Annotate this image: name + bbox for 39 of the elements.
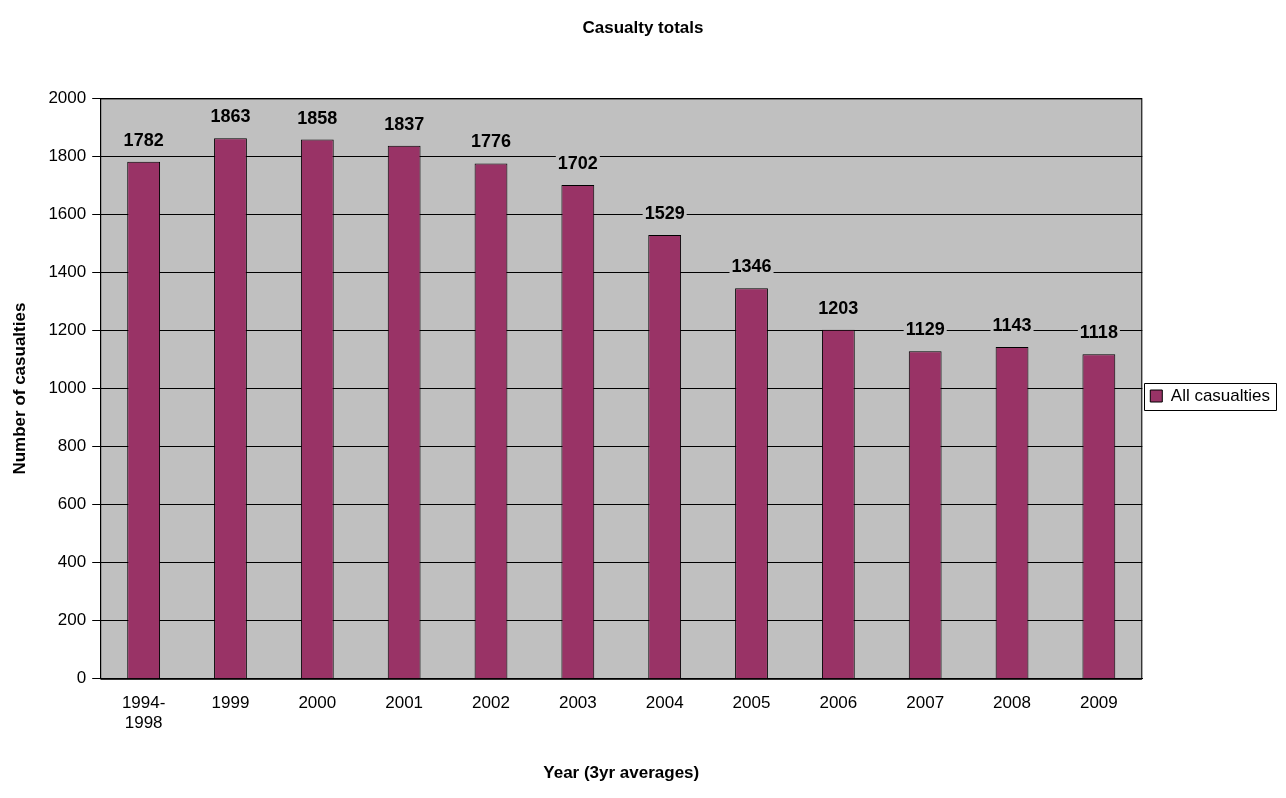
data-label: 1702 [557, 152, 598, 173]
y-axis-title: Number of casualties [9, 302, 29, 475]
legend-label: All casualties [1170, 385, 1271, 405]
x-tick-label: 2000 [298, 692, 337, 712]
data-label: 1837 [384, 113, 425, 134]
x-tick-label: 2001 [385, 692, 424, 712]
y-tick-label: 1000 [48, 378, 87, 398]
chart-title: Casualty totals [582, 17, 704, 37]
data-label: 1858 [297, 107, 338, 128]
data-label: 1782 [123, 129, 164, 150]
y-tick-label: 1400 [48, 262, 87, 282]
data-label: 1129 [905, 319, 945, 340]
x-tick-label: 2005 [732, 692, 771, 712]
data-label: 1346 [731, 256, 772, 277]
y-tick-label: 1600 [48, 204, 87, 224]
x-tick-label: 2009 [1079, 692, 1118, 712]
x-tick-label: 2004 [645, 692, 684, 712]
y-tick-label: 1200 [48, 320, 87, 340]
data-label: 1118 [1079, 322, 1118, 343]
x-tick-label: 1994-1998 [121, 692, 166, 733]
x-tick-label: 2002 [472, 692, 510, 712]
x-tick-label: 1999 [211, 692, 250, 712]
data-label: 1143 [992, 315, 1032, 336]
y-tick-label: 1800 [48, 146, 87, 166]
x-axis-title: Year (3yr averages) [543, 763, 700, 783]
data-label: 1529 [644, 203, 685, 224]
y-tick-label: 0 [76, 668, 87, 688]
y-tick-label: 400 [57, 552, 87, 572]
x-tick-label: 2007 [906, 692, 945, 712]
x-tick-label: 2003 [558, 692, 597, 712]
data-label: 1203 [818, 297, 859, 318]
data-label: 1863 [210, 106, 251, 127]
y-tick-label: 200 [57, 610, 87, 630]
data-label: 1776 [470, 131, 512, 152]
y-tick-label: 800 [57, 436, 87, 456]
y-tick-label: 600 [57, 494, 87, 514]
x-tick-label: 2008 [993, 692, 1031, 712]
x-tick-label: 2006 [819, 692, 858, 712]
y-tick-label: 2000 [48, 88, 87, 108]
